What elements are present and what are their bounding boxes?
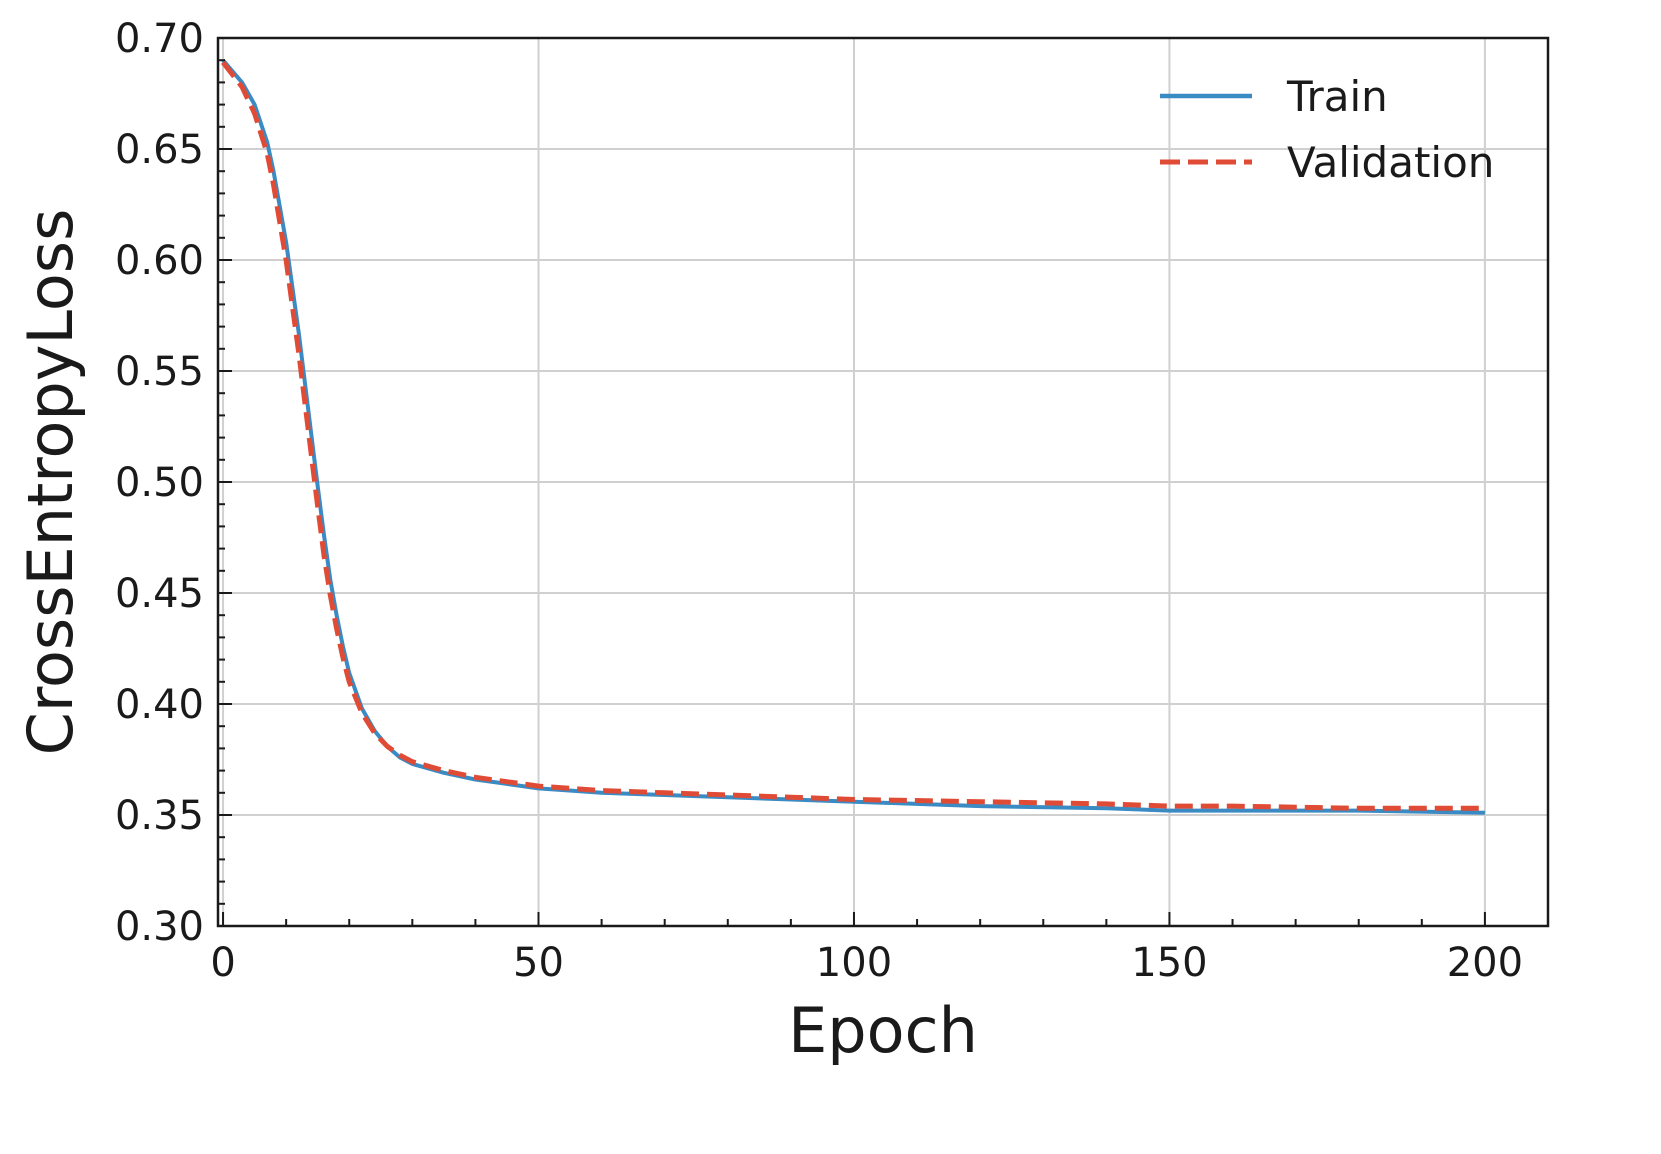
y-tick-label: 0.35 bbox=[115, 793, 204, 839]
y-tick-label: 0.45 bbox=[115, 571, 204, 617]
legend: Train Validation bbox=[1160, 72, 1494, 187]
y-tick-label: 0.50 bbox=[115, 460, 204, 506]
series-line-validation bbox=[221, 60, 1485, 811]
x-tick-label: 100 bbox=[816, 940, 892, 986]
legend-label-validation: Validation bbox=[1287, 138, 1494, 187]
x-tick-label: 0 bbox=[210, 940, 235, 986]
y-tick-label: 0.70 bbox=[115, 16, 204, 62]
x-axis-title: Epoch bbox=[788, 994, 978, 1067]
y-tick-label: 0.60 bbox=[115, 238, 204, 284]
legend-label-train: Train bbox=[1286, 72, 1388, 121]
y-tick-label: 0.40 bbox=[115, 682, 204, 728]
y-tick-label: 0.30 bbox=[115, 904, 204, 950]
series-lines bbox=[221, 58, 1485, 815]
x-tick-label: 50 bbox=[513, 940, 564, 986]
x-tick-label: 200 bbox=[1447, 940, 1523, 986]
series-line-train bbox=[221, 58, 1485, 815]
y-axis-title: CrossEntropyLoss bbox=[14, 209, 87, 756]
x-tick-label: 150 bbox=[1131, 940, 1207, 986]
y-tick-label: 0.55 bbox=[115, 349, 204, 395]
y-tick-label: 0.65 bbox=[115, 127, 204, 173]
axis-ticks bbox=[218, 37, 1549, 927]
tick-labels: 0 50 100 150 200 0.30 0.35 0.40 0.45 0.50 0.55 0.60… bbox=[115, 16, 1523, 986]
